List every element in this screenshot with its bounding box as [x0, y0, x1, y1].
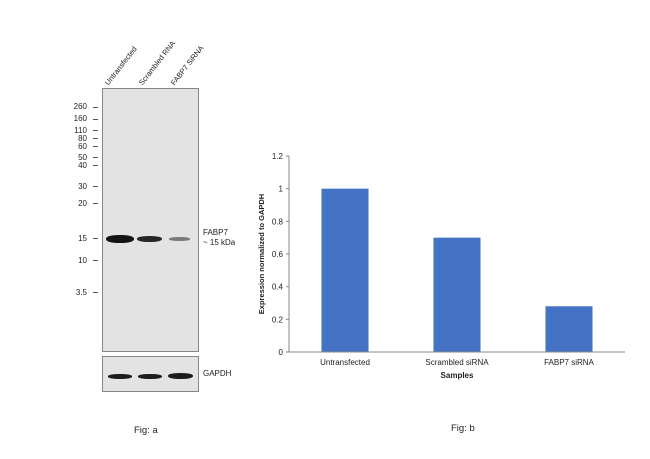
y-axis-title: Expression normalized to GAPDH: [257, 194, 266, 314]
y-tick-label: 0: [279, 348, 284, 357]
figure-b-caption: Fig: b: [451, 423, 475, 434]
mw-tick: [93, 107, 98, 108]
fabp7-band-sirna: [169, 237, 190, 241]
loading-control-label: GAPDH: [203, 369, 232, 378]
gapdh-band-sirna: [168, 373, 193, 379]
figure-a-caption: Fig: a: [134, 425, 158, 436]
mw-marker-40: 40: [78, 161, 87, 170]
mw-tick: [93, 238, 98, 239]
x-tick-label: Untransfected: [320, 358, 370, 367]
western-blot-panel: Untransfected Scrambled RNA FABP7 SiRNA …: [0, 0, 300, 459]
target-size-label: ~ 15 kDa: [203, 238, 236, 247]
y-tick-label: 0.8: [272, 217, 284, 226]
x-tick-label: Scrambled siRNA: [425, 358, 489, 367]
bar-1: [433, 237, 481, 352]
fabp7-band-untransfected: [106, 235, 134, 243]
bars: [321, 188, 593, 352]
gapdh-band-untransfected: [108, 374, 132, 379]
mw-tick: [93, 130, 98, 131]
gapdh-blot: [102, 356, 199, 392]
mw-tick: [93, 119, 98, 120]
lane-label-untransfected: Untransfected: [102, 44, 139, 87]
bar-0: [321, 188, 369, 352]
mw-tick: [93, 165, 98, 166]
fabp7-blot: [102, 88, 199, 352]
gapdh-band-scrambled: [138, 374, 162, 379]
mw-tick: [93, 203, 98, 204]
mw-marker-110: 110: [74, 126, 87, 135]
mw-marker-50: 50: [78, 153, 87, 162]
y-axis-ticks: 0 0.2 0.4 0.6 0.8 1 1.2: [272, 152, 289, 357]
target-label: FABP7: [203, 228, 228, 237]
lane-label-sirna: FABP7 SiRNA: [168, 43, 206, 87]
mw-tick: [93, 186, 98, 187]
mw-marker-60: 60: [78, 142, 87, 151]
mw-tick: [93, 260, 98, 261]
y-tick-label: 0.6: [272, 250, 284, 259]
fabp7-band-scrambled: [137, 236, 162, 242]
y-tick-label: 0.2: [272, 315, 284, 324]
mw-marker-30: 30: [78, 182, 87, 191]
x-tick-label: FABP7 siRNA: [544, 358, 594, 367]
mw-marker-160: 160: [73, 114, 87, 123]
mw-marker-80: 80: [78, 134, 87, 143]
bar-chart: 0 0.2 0.4 0.6 0.8 1 1.2 Untransfected Scrambled…: [257, 152, 625, 380]
y-tick-label: 0.4: [272, 283, 284, 292]
mw-marker-20: 20: [78, 199, 87, 208]
y-tick-label: 1: [279, 185, 284, 194]
mw-marker-10: 10: [78, 256, 87, 265]
mw-marker-15: 15: [78, 234, 87, 243]
bar-2: [545, 306, 593, 352]
mw-tick: [93, 292, 98, 293]
mw-marker-260: 260: [73, 102, 87, 111]
mw-tick: [93, 157, 98, 158]
mw-tick: [93, 146, 98, 147]
bar-chart-panel: 0 0.2 0.4 0.6 0.8 1 1.2 Untransfected Scrambled…: [255, 140, 635, 390]
x-axis-title: Samples: [441, 371, 474, 380]
mw-marker-3-5: 3.5: [75, 288, 87, 297]
x-axis-ticks: Untransfected Scrambled siRNA FABP7 siRNA: [320, 358, 594, 367]
mw-tick: [93, 138, 98, 139]
y-tick-label: 1.2: [272, 152, 284, 161]
